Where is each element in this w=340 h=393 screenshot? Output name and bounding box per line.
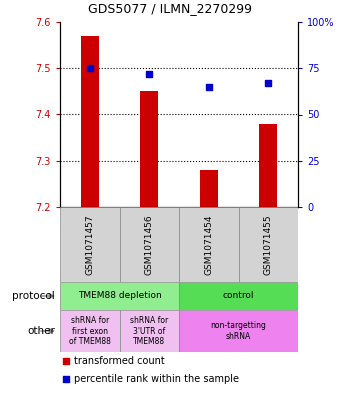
Bar [238, 207, 298, 282]
Text: TMEM88 depletion: TMEM88 depletion [78, 292, 162, 301]
Text: transformed count: transformed count [74, 356, 165, 366]
Bar [60, 282, 179, 310]
Text: GSM1071457: GSM1071457 [85, 214, 94, 275]
Bar [179, 282, 298, 310]
Text: protocol: protocol [12, 291, 55, 301]
Bar [119, 207, 179, 282]
Text: percentile rank within the sample: percentile rank within the sample [74, 374, 239, 384]
Bar [81, 36, 99, 207]
Point [87, 65, 92, 72]
Bar [60, 207, 119, 282]
Point [147, 71, 152, 77]
Text: shRNA for
first exon
of TMEM88: shRNA for first exon of TMEM88 [69, 316, 111, 346]
Text: shRNA for
3'UTR of
TMEM88: shRNA for 3'UTR of TMEM88 [130, 316, 168, 346]
Point [63, 376, 69, 382]
Point [206, 84, 211, 90]
Bar [119, 310, 179, 352]
Bar [259, 124, 277, 207]
Text: non-targetting
shRNA: non-targetting shRNA [210, 321, 267, 341]
Text: control: control [223, 292, 254, 301]
Bar [140, 92, 158, 207]
Bar [179, 310, 298, 352]
Text: GSM1071455: GSM1071455 [264, 214, 273, 275]
Bar [200, 170, 218, 207]
Text: other: other [27, 326, 55, 336]
Point [63, 358, 69, 364]
Text: GSM1071456: GSM1071456 [145, 214, 154, 275]
Point [266, 80, 271, 86]
Bar [60, 310, 119, 352]
Text: GSM1071454: GSM1071454 [204, 214, 213, 275]
Text: GDS5077 / ILMN_2270299: GDS5077 / ILMN_2270299 [88, 2, 252, 15]
Bar [179, 207, 238, 282]
